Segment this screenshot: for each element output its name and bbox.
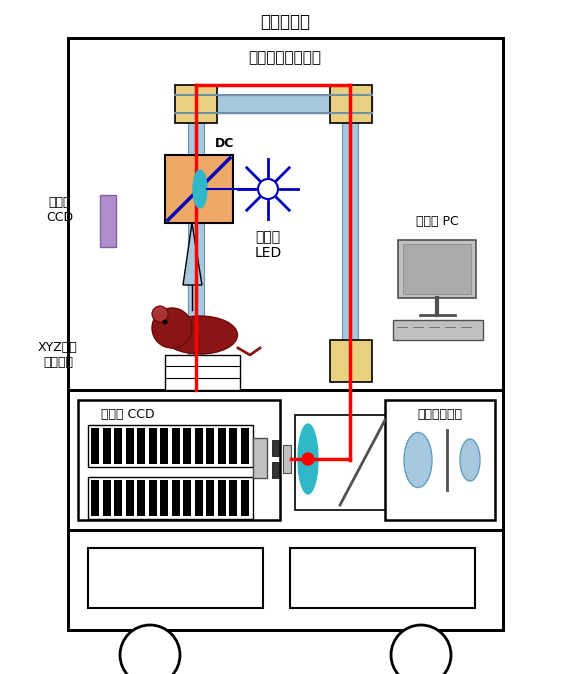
Bar <box>253 438 267 478</box>
Bar <box>330 85 372 123</box>
Text: CCDコントローラ: CCDコントローラ <box>138 572 212 584</box>
Bar <box>88 548 263 608</box>
Text: 遗光ケース: 遗光ケース <box>260 13 310 31</box>
Bar <box>195 428 203 464</box>
Ellipse shape <box>404 433 432 487</box>
Bar <box>137 428 145 464</box>
Bar <box>137 480 145 516</box>
Text: DC: DC <box>215 137 234 150</box>
Text: 観察用
CCD: 観察用 CCD <box>46 196 74 224</box>
Bar <box>91 480 99 516</box>
Bar <box>165 155 233 223</box>
Bar <box>272 440 279 456</box>
Bar <box>100 195 116 247</box>
Bar <box>206 480 214 516</box>
Bar <box>229 480 237 516</box>
Bar <box>290 548 475 608</box>
Ellipse shape <box>460 439 480 481</box>
Circle shape <box>391 625 451 674</box>
Bar <box>68 390 503 530</box>
Bar <box>183 428 191 464</box>
Bar <box>398 240 476 298</box>
Bar <box>330 340 372 382</box>
Bar <box>385 400 495 520</box>
Bar <box>218 480 226 516</box>
Bar <box>183 480 191 516</box>
Text: XYZ試料
ステージ: XYZ試料 ステージ <box>38 341 78 369</box>
Circle shape <box>152 308 192 348</box>
Bar <box>160 480 168 516</box>
Bar <box>103 480 111 516</box>
Bar <box>126 480 134 516</box>
Bar <box>342 120 358 340</box>
Bar <box>91 428 99 464</box>
Bar <box>272 462 279 478</box>
Text: 制御用 PC: 制御用 PC <box>416 215 459 228</box>
Bar <box>68 38 503 390</box>
Text: 共焦点光学系: 共焦点光学系 <box>417 408 463 421</box>
Bar <box>114 480 122 516</box>
Bar <box>218 428 226 464</box>
Bar <box>148 480 156 516</box>
Bar <box>103 428 111 464</box>
Bar <box>88 477 253 519</box>
Bar <box>240 428 248 464</box>
Bar <box>403 244 471 294</box>
Bar <box>78 400 280 520</box>
Bar <box>175 95 372 113</box>
Bar <box>295 415 395 510</box>
Text: 多関節導光アーム: 多関節導光アーム <box>248 51 321 65</box>
Bar <box>114 428 122 464</box>
Bar <box>160 428 168 464</box>
Circle shape <box>302 453 314 465</box>
Circle shape <box>152 306 168 322</box>
Text: 高感度 CCD: 高感度 CCD <box>101 408 155 421</box>
Bar <box>68 38 503 630</box>
Bar <box>165 355 240 390</box>
Bar <box>68 530 503 630</box>
Ellipse shape <box>193 170 207 208</box>
Bar <box>126 428 134 464</box>
Bar <box>175 85 217 123</box>
Ellipse shape <box>298 424 318 494</box>
Bar <box>240 480 248 516</box>
Circle shape <box>120 625 180 674</box>
Bar <box>283 445 291 473</box>
Text: データ解析装置: データ解析装置 <box>356 572 408 584</box>
Bar <box>188 120 204 382</box>
Bar <box>229 428 237 464</box>
Bar <box>171 428 179 464</box>
Bar <box>148 428 156 464</box>
Polygon shape <box>183 223 202 285</box>
Circle shape <box>163 319 167 324</box>
Ellipse shape <box>163 316 238 354</box>
Bar <box>195 480 203 516</box>
Bar <box>393 320 483 340</box>
Bar <box>88 425 253 467</box>
Bar <box>206 428 214 464</box>
Text: 助起用
LED: 助起用 LED <box>254 230 282 260</box>
Bar <box>171 480 179 516</box>
Circle shape <box>258 179 278 199</box>
